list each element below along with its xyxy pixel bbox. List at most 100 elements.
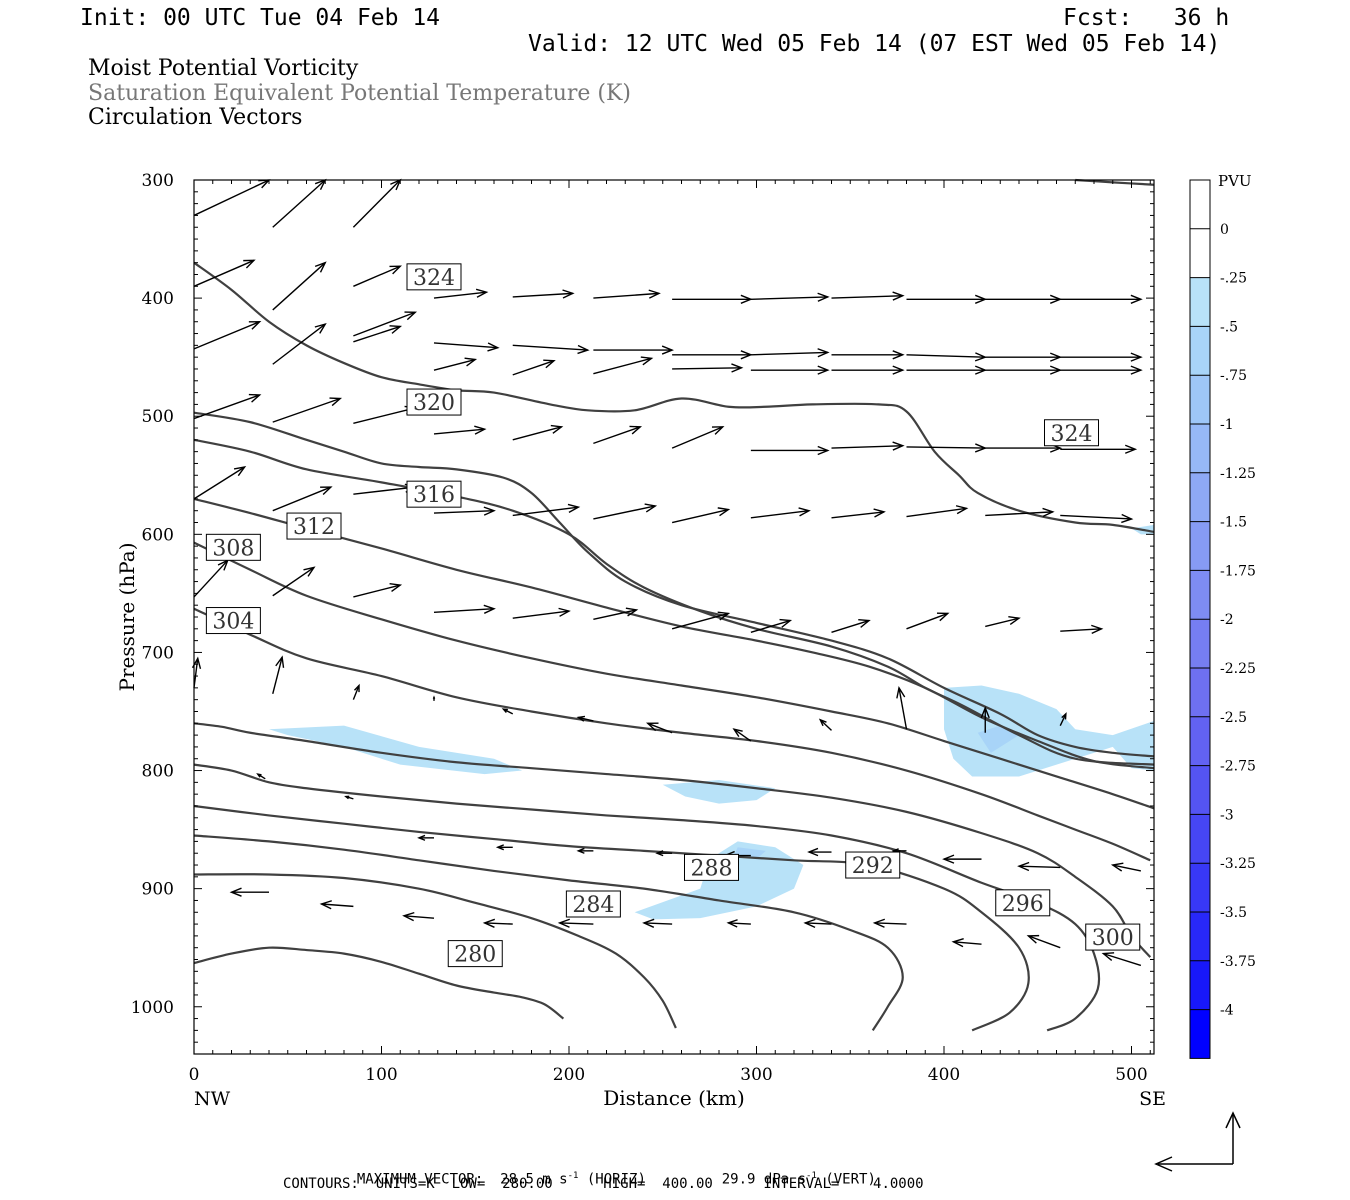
colorbar-label: -.75 — [1220, 368, 1247, 384]
circulation-vector — [942, 854, 982, 864]
svg-text:312: 312 — [293, 515, 335, 540]
circulation-vector — [655, 850, 673, 857]
y-tick-label: 1000 — [131, 998, 174, 1018]
circulation-vector — [896, 686, 908, 730]
colorbar-swatch — [1190, 326, 1210, 376]
colorbar-label: -3.75 — [1220, 954, 1256, 970]
circulation-vector — [672, 294, 753, 304]
svg-text:300: 300 — [1092, 926, 1134, 951]
circulation-vector — [642, 918, 673, 928]
circulation-vector — [1060, 352, 1143, 362]
circulation-vector — [576, 847, 594, 854]
circulation-vector — [906, 443, 988, 453]
circulation-vector — [906, 294, 988, 304]
reference-vector-icon — [1154, 1111, 1241, 1172]
circulation-vector — [512, 344, 590, 355]
contour-label-292: 292 — [845, 851, 901, 879]
circulation-vector — [272, 397, 343, 423]
contour-280 — [193, 946, 565, 1020]
colorbar-swatch — [1190, 960, 1210, 1010]
svg-text:304: 304 — [212, 610, 254, 635]
circulation-vector — [193, 179, 271, 217]
svg-text:308: 308 — [212, 536, 254, 561]
circulation-vector — [980, 706, 990, 733]
footer-contours: CONTOURS: UNITS=K LOW= 280.00 HIGH= 400.… — [283, 1176, 924, 1192]
circulation-vector — [1060, 365, 1143, 375]
vert-max-value: 29.9 dPa s — [721, 1171, 807, 1188]
circulation-vector — [433, 506, 496, 516]
colorbar-title: PVU — [1218, 172, 1252, 190]
contour-320 — [193, 411, 1155, 758]
circulation-vector — [353, 311, 418, 337]
contour-label-284: 284 — [565, 890, 621, 918]
circulation-vector — [433, 357, 478, 371]
circulation-vector — [818, 718, 832, 731]
contour-label-324: 324 — [406, 263, 462, 291]
pv-region — [944, 685, 1154, 777]
circulation-vector — [593, 356, 654, 375]
circulation-vector — [593, 503, 658, 520]
contour-324 — [1075, 178, 1155, 186]
contour-308 — [193, 541, 1155, 810]
circulation-vector — [951, 937, 982, 948]
circulation-vector — [750, 365, 830, 375]
circulation-vector — [831, 291, 905, 301]
circulation-vector — [193, 259, 256, 287]
circulation-vector — [1060, 444, 1138, 454]
pv-region — [269, 725, 523, 775]
circulation-vector — [193, 393, 262, 420]
circulation-vector — [1110, 862, 1142, 872]
circulation-vector — [831, 508, 886, 519]
circulation-vector — [1017, 861, 1061, 872]
circulation-vector — [353, 325, 403, 343]
circulation-vector — [501, 708, 514, 715]
circulation-vector — [645, 722, 673, 734]
circulation-vector — [272, 486, 333, 512]
circulation-vector — [985, 294, 1063, 304]
colorbar-label: -1 — [1220, 417, 1234, 433]
contour-304 — [193, 607, 1151, 862]
contour-label-324: 324 — [1044, 419, 1099, 447]
y-tick-label: 400 — [142, 289, 174, 309]
circulation-vector — [272, 655, 285, 694]
circulation-vector — [576, 715, 594, 722]
colorbar-swatch — [1190, 716, 1210, 766]
circulation-vector — [906, 352, 988, 362]
circulation-vector — [985, 615, 1021, 628]
colorbar-swatch — [1190, 521, 1210, 571]
field-title-mpv: Moist Potential Vorticity — [88, 56, 359, 81]
circulation-vector — [750, 348, 830, 358]
nw-end-label: NW — [194, 1088, 231, 1110]
horiz-max-value: 28.5 m s — [500, 1171, 568, 1188]
colorbar-label: -3.5 — [1220, 905, 1247, 921]
circulation-vector — [593, 345, 675, 355]
colorbar-swatch — [1190, 180, 1210, 229]
contour-296 — [193, 763, 1101, 1032]
y-tick-label: 800 — [142, 762, 174, 782]
circulation-vector — [985, 507, 1055, 518]
se-end-label: SE — [1139, 1088, 1166, 1110]
circulation-vector — [433, 342, 500, 352]
circulation-vector — [671, 507, 731, 524]
axes: 300 400 500 600 700 800 900 1000 0 100 200 300 400 50… — [115, 171, 1166, 1110]
contour-label-288: 288 — [684, 853, 739, 881]
circulation-vector — [750, 618, 793, 634]
circulation-vector — [432, 695, 436, 701]
colorbar-label: -3 — [1220, 807, 1234, 823]
circulation-vector — [256, 773, 266, 780]
colorbar-label: -1.75 — [1220, 563, 1256, 579]
footer-max-vector: MAXIMUM VECTOR: 28.5 m s-1 (HORIZ) 29.9 … — [340, 1158, 876, 1187]
colorbar-swatch — [1190, 570, 1210, 620]
circulation-vector — [732, 728, 752, 742]
circulation-vector — [750, 445, 830, 456]
contour-324 — [193, 261, 1155, 534]
colorbar-swatch — [1190, 912, 1210, 961]
colorbar-label: -4 — [1220, 1003, 1234, 1019]
circulation-vector — [906, 365, 988, 375]
circulation-vector — [831, 619, 871, 634]
colorbar: 0 -.25 -.5 -.75 -1 -1.25 -1.5 -1.75 -2 -2.25 -2.5 -… — [1189, 172, 1256, 1059]
circulation-vector — [353, 265, 402, 287]
contour-288 — [193, 834, 904, 1031]
svg-text:316: 316 — [413, 483, 455, 508]
init-time: Init: 00 UTC Tue 04 Feb 14 — [80, 5, 441, 31]
